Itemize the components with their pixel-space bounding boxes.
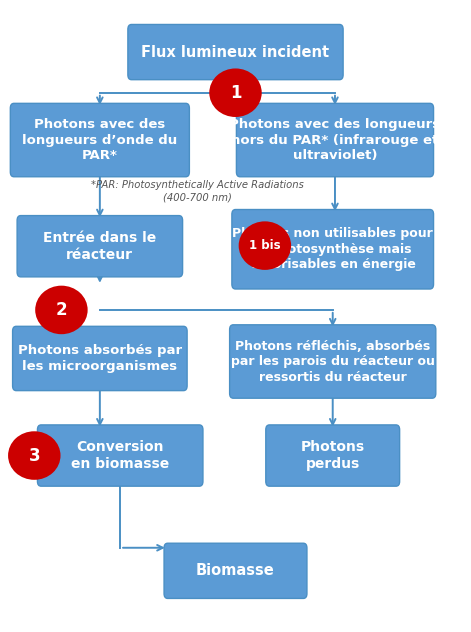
Text: 1: 1 [230, 83, 241, 102]
Text: Photons avec des
longueurs d’onde du
PAR*: Photons avec des longueurs d’onde du PAR… [22, 118, 178, 162]
Text: 3: 3 [28, 447, 40, 465]
FancyBboxPatch shape [266, 425, 399, 486]
Ellipse shape [239, 221, 291, 270]
Text: Photons
perdus: Photons perdus [300, 440, 365, 471]
FancyBboxPatch shape [13, 326, 187, 391]
Text: Photons non utilisables pour
la photosynthèse mais
varorisables en énergie: Photons non utilisables pour la photosyn… [232, 228, 433, 271]
FancyBboxPatch shape [236, 104, 433, 177]
FancyBboxPatch shape [232, 210, 433, 289]
Text: 1 bis: 1 bis [249, 239, 281, 252]
Text: *PAR: Photosynthetically Active Radiations
(400-700 nm): *PAR: Photosynthetically Active Radiatio… [90, 180, 303, 203]
Text: Conversion
en biomasse: Conversion en biomasse [71, 440, 169, 471]
Text: 2: 2 [56, 301, 67, 319]
Ellipse shape [209, 68, 262, 117]
Ellipse shape [35, 286, 88, 334]
FancyBboxPatch shape [164, 544, 307, 599]
Text: Biomasse: Biomasse [196, 563, 275, 578]
Text: Photons avec des longueurs
hors du PAR* (infrarouge et
ultraviolet): Photons avec des longueurs hors du PAR* … [229, 118, 440, 162]
FancyBboxPatch shape [38, 425, 203, 486]
Ellipse shape [8, 431, 60, 480]
FancyBboxPatch shape [230, 325, 436, 398]
Text: Entrée dans le
réacteur: Entrée dans le réacteur [43, 231, 156, 262]
Text: Photons absorbés par
les microorganismes: Photons absorbés par les microorganismes [18, 344, 182, 373]
Text: Photons réfléchis, absorbés
par les parois du réacteur ou
ressortis du réacteur: Photons réfléchis, absorbés par les paro… [231, 339, 435, 384]
FancyBboxPatch shape [128, 25, 343, 80]
FancyBboxPatch shape [10, 104, 189, 177]
FancyBboxPatch shape [17, 216, 183, 277]
Text: Flux lumineux incident: Flux lumineux incident [141, 45, 330, 59]
